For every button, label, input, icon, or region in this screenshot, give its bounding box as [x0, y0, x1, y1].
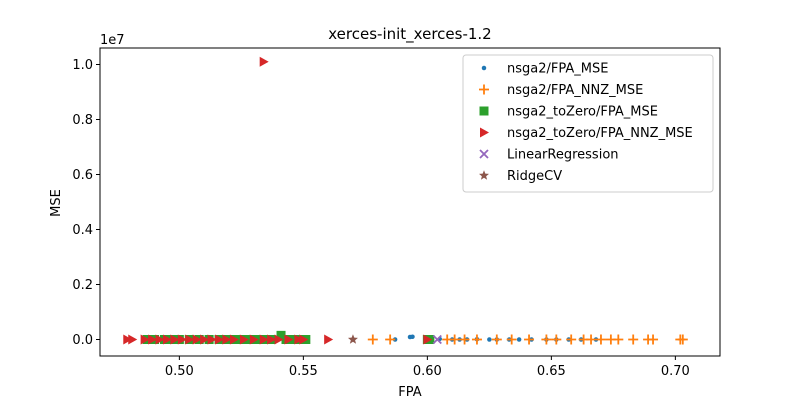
- plot-frame: [99, 47, 721, 357]
- data-point: [294, 334, 304, 345]
- data-point: [274, 334, 284, 345]
- data-point: [541, 334, 552, 345]
- legend-entry: RidgeCV: [507, 169, 562, 184]
- data-point: [200, 334, 210, 345]
- data-point: [276, 330, 286, 340]
- legend-entry: nsga2_toZero/FPA_NNZ_MSE: [507, 126, 693, 141]
- data-point: [185, 334, 195, 345]
- legend-marker: [479, 170, 489, 180]
- data-point: [506, 334, 517, 345]
- plot-area: [123, 56, 688, 345]
- legend-entry: LinearRegression: [507, 148, 619, 163]
- data-point: [259, 334, 269, 345]
- legend-box: [462, 54, 714, 193]
- data-point: [192, 334, 202, 345]
- series-nsga2-tozero-fpa-nnz-mse: [123, 56, 433, 345]
- data-point: [566, 334, 577, 345]
- legend-marker: [481, 65, 487, 71]
- y-tick-label: 0.8: [72, 113, 93, 128]
- data-point: [170, 334, 180, 345]
- data-point: [239, 334, 249, 345]
- y-tick-label: 0.2: [72, 278, 93, 293]
- data-point: [123, 334, 133, 345]
- data-point: [648, 334, 659, 345]
- data-point: [324, 334, 334, 345]
- x-tick-label: 0.50: [165, 364, 194, 379]
- legend-entry: nsga2/FPA_NNZ_MSE: [507, 83, 643, 98]
- y-axis-label: MSE: [49, 189, 64, 217]
- data-point: [516, 337, 522, 342]
- data-point: [551, 334, 562, 345]
- data-point: [140, 334, 150, 345]
- y-tick-label: 0.6: [72, 168, 93, 183]
- legend-marker: [479, 106, 489, 116]
- data-point: [459, 334, 470, 345]
- data-point: [177, 334, 187, 345]
- y-tick-label: 0.4: [72, 223, 93, 238]
- data-point: [487, 337, 492, 342]
- data-point: [207, 334, 217, 345]
- data-point: [423, 334, 433, 345]
- x-tick-label: 0.70: [661, 364, 690, 379]
- y-tick-label: 0.0: [72, 333, 93, 348]
- data-point: [677, 334, 688, 345]
- y-tick-label: 1.0: [72, 58, 93, 73]
- legend-entry: nsga2/FPA_MSE: [507, 62, 608, 77]
- data-point: [524, 334, 535, 345]
- legend-marker: [479, 84, 489, 95]
- x-axis-label: FPA: [398, 385, 421, 400]
- data-point: [385, 334, 396, 345]
- axes: 0.50 0.55 0.60 0.65 0.70 0.0 0.2 0.4 0.6 0.8 1.0: [72, 47, 721, 379]
- data-point: [449, 334, 460, 345]
- data-point: [347, 334, 358, 344]
- data-point: [249, 334, 259, 345]
- data-point: [222, 334, 232, 345]
- legend: nsga2/FPA_MSE nsga2/FPA_NNZ_MSE nsga2_toZe…: [462, 54, 714, 193]
- data-point: [148, 334, 158, 345]
- data-point: [628, 334, 639, 345]
- legend-entry: nsga2_toZero/FPA_MSE: [507, 105, 658, 120]
- legend-marker: [480, 127, 489, 138]
- x-tick-label: 0.65: [537, 364, 566, 379]
- data-point: [432, 334, 442, 345]
- data-point: [215, 334, 225, 345]
- data-point: [267, 334, 277, 345]
- data-point: [471, 334, 482, 345]
- data-point: [299, 334, 309, 345]
- data-point: [128, 334, 138, 345]
- data-point: [491, 334, 502, 345]
- series-ridgecv: [347, 334, 358, 344]
- y-offset-label: 1e7: [100, 33, 125, 48]
- data-point: [595, 334, 606, 345]
- data-point: [586, 334, 597, 345]
- series-linearregression: [432, 334, 442, 345]
- data-point: [410, 334, 415, 339]
- x-tick-label: 0.55: [289, 364, 318, 379]
- chart-title: xerces-init_xerces-1.2: [328, 25, 491, 44]
- data-point: [229, 334, 239, 345]
- data-point: [613, 334, 624, 345]
- x-tick-label: 0.60: [413, 364, 442, 379]
- data-point: [367, 334, 378, 345]
- data-point: [162, 334, 172, 345]
- data-point: [259, 56, 269, 67]
- data-point: [155, 334, 165, 345]
- legend-marker: [479, 149, 489, 159]
- series-nsga2-fpa-nnz-mse: [367, 334, 688, 345]
- data-point: [284, 334, 294, 345]
